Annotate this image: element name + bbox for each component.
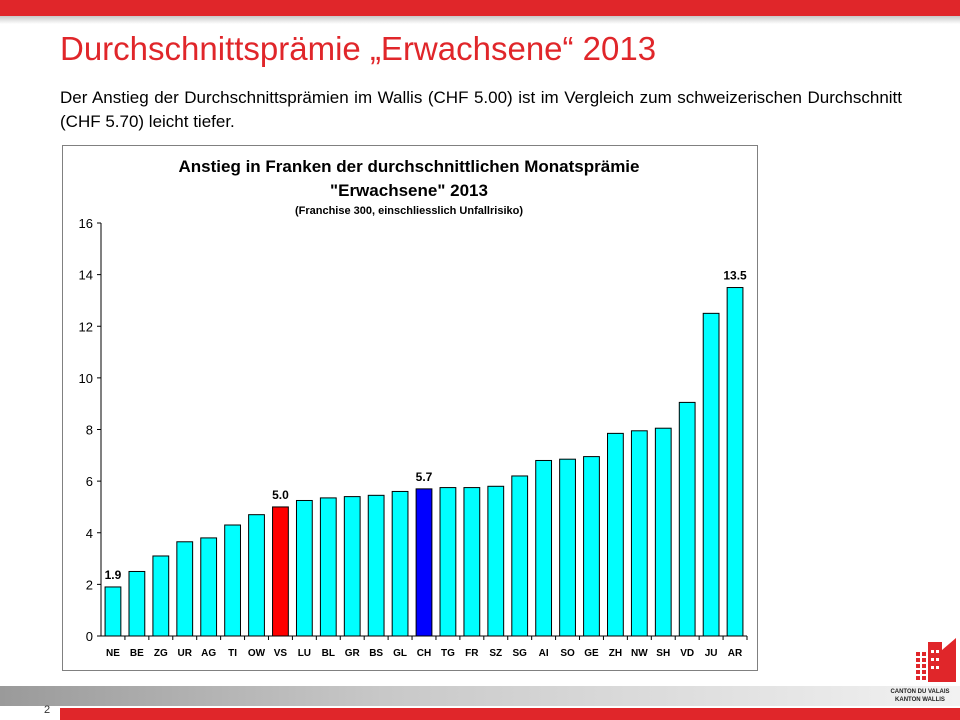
x-tick-label: JU xyxy=(705,648,718,659)
y-tick-label: 14 xyxy=(79,268,93,283)
x-tick-label: NW xyxy=(631,648,648,659)
logo-text: CANTON DU VALAIS KANTON WALLIS xyxy=(880,688,960,704)
x-tick-label: GE xyxy=(584,648,599,659)
bar-ch xyxy=(415,488,433,637)
x-tick-label: ZG xyxy=(154,648,168,659)
footer-gradient-bar xyxy=(0,686,960,706)
bar-sz xyxy=(487,485,505,637)
y-tick-label: 8 xyxy=(86,423,93,438)
canton-logo xyxy=(880,636,960,712)
data-label-ar: 13.5 xyxy=(723,269,747,283)
x-tick-label: AG xyxy=(201,648,216,659)
top-shadow xyxy=(0,16,960,24)
bar-zh xyxy=(607,432,624,637)
x-tick-label: SZ xyxy=(489,648,502,659)
bar-nw xyxy=(630,430,648,637)
bar-gl xyxy=(391,490,409,637)
x-tick-label: SO xyxy=(560,648,575,659)
bar-ar xyxy=(726,287,744,637)
x-tick-label: SG xyxy=(512,648,527,659)
logo-line1: CANTON DU VALAIS xyxy=(890,689,950,695)
y-tick-label: 10 xyxy=(79,371,93,386)
y-tick-label: 6 xyxy=(86,474,93,489)
bar-gr xyxy=(343,496,361,637)
data-label-ne: 1.9 xyxy=(105,568,122,582)
bar-ju xyxy=(702,312,720,637)
x-tick-label: VS xyxy=(274,648,288,659)
bar-vs xyxy=(272,506,289,637)
logo-line2: KANTON WALLIS xyxy=(895,697,945,703)
x-tick-label: VD xyxy=(680,648,694,659)
x-tick-label: TI xyxy=(228,648,237,659)
bar-tg xyxy=(439,487,457,637)
x-tick-label: AR xyxy=(728,648,743,659)
x-tick-label: AI xyxy=(539,648,549,659)
y-tick-label: 16 xyxy=(79,216,93,231)
bar-vd xyxy=(678,401,696,637)
bar-ti xyxy=(224,524,241,637)
canton-emblem-icon xyxy=(916,638,956,682)
x-tick-label: BS xyxy=(369,648,383,659)
x-tick-label: CH xyxy=(417,648,431,659)
bar-ai xyxy=(535,459,553,637)
x-tick-label: NE xyxy=(106,648,120,659)
data-label-vs: 5.0 xyxy=(272,488,289,502)
bar-lu xyxy=(295,499,313,637)
x-tick-label: OW xyxy=(248,648,266,659)
bar-be xyxy=(128,570,146,637)
slide-subtitle: Der Anstieg der Durchschnittsprämien im … xyxy=(60,88,902,131)
y-tick-label: 4 xyxy=(86,526,93,541)
chart-title-line1: Anstieg in Franken der durchschnittliche… xyxy=(179,157,640,176)
bar-chart: Anstieg in Franken der durchschnittliche… xyxy=(79,157,748,659)
bar-bl xyxy=(319,497,337,637)
x-tick-label: GR xyxy=(345,648,361,659)
x-tick-label: TG xyxy=(441,648,455,659)
x-tick-label: BE xyxy=(130,648,144,659)
page-number: 2 xyxy=(44,704,51,716)
bar-sg xyxy=(511,475,529,637)
x-tick-label: SH xyxy=(656,648,670,659)
bar-ur xyxy=(176,541,194,637)
footer-red-bar xyxy=(60,708,960,720)
x-tick-label: LU xyxy=(298,648,311,659)
chart-title-line3: (Franchise 300, einschliesslich Unfallri… xyxy=(295,205,523,217)
top-red-bar xyxy=(0,0,960,16)
x-tick-label: UR xyxy=(178,648,193,659)
chart-frame: Anstieg in Franken der durchschnittliche… xyxy=(62,145,758,671)
x-tick-label: GL xyxy=(393,648,407,659)
bar-zg xyxy=(152,555,170,637)
bar-sh xyxy=(654,427,672,637)
x-tick-label: ZH xyxy=(609,648,622,659)
y-tick-label: 0 xyxy=(86,629,93,644)
bar-ge xyxy=(583,456,600,637)
x-tick-label: FR xyxy=(465,648,479,659)
y-tick-label: 2 xyxy=(86,577,93,592)
bar-ow xyxy=(248,514,265,637)
bar-so xyxy=(559,458,576,637)
bar-fr xyxy=(463,487,481,637)
y-tick-label: 12 xyxy=(79,319,93,334)
bar-ag xyxy=(200,537,218,637)
data-label-ch: 5.7 xyxy=(416,470,433,484)
bar-ne xyxy=(104,586,122,637)
bar-bs xyxy=(367,494,385,637)
chart-title-line2: "Erwachsene" 2013 xyxy=(330,181,488,200)
slide-title: Durchschnittsprämie „Erwachsene“ 2013 xyxy=(60,30,657,67)
x-tick-label: BL xyxy=(322,648,335,659)
